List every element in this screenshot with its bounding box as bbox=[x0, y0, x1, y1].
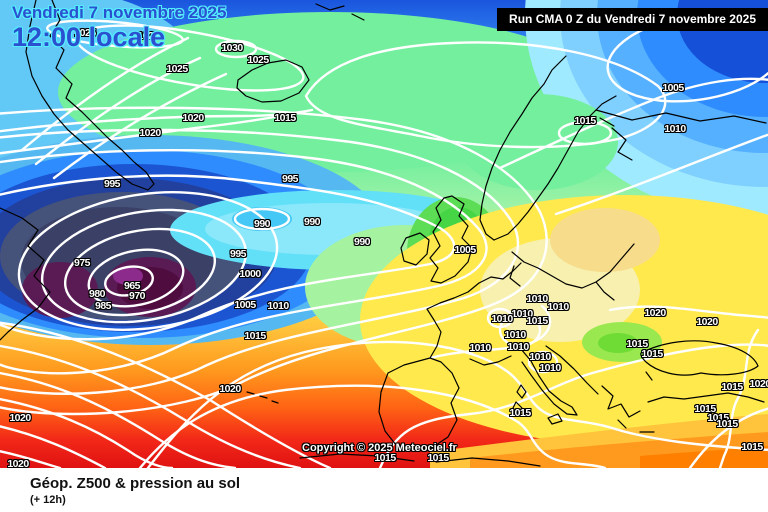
pressure-label: 995 bbox=[103, 178, 121, 190]
pressure-label: 1020 bbox=[696, 316, 718, 328]
run-info-banner: Run CMA 0 Z du Vendredi 7 novembre 2025 bbox=[497, 8, 768, 31]
pressure-label: 1015 bbox=[716, 418, 738, 430]
pressure-label: 1010 bbox=[539, 362, 561, 374]
pressure-label: 1010 bbox=[491, 313, 513, 325]
pressure-label: 1015 bbox=[721, 381, 743, 393]
map-caption: Géop. Z500 & pression au sol (+ 12h) bbox=[30, 475, 240, 506]
pressure-label: 1025 bbox=[74, 27, 96, 39]
map-canvas: 1025 1025 1030 1025 1025 1020 1020 1015 1015 1005… bbox=[0, 0, 768, 468]
pressure-label: 965 bbox=[123, 280, 141, 292]
pressure-label: 990 bbox=[253, 218, 271, 230]
pressure-label: 1010 bbox=[511, 308, 533, 320]
pressure-label: 1010 bbox=[267, 300, 289, 312]
pressure-label: 1015 bbox=[626, 338, 648, 350]
pressure-label: 975 bbox=[73, 257, 91, 269]
pressure-label: 985 bbox=[94, 300, 112, 312]
pressure-label: 995 bbox=[281, 173, 299, 185]
pressure-label: 1010 bbox=[547, 301, 569, 313]
pressure-label: 1015 bbox=[274, 112, 296, 124]
pressure-label: 1015 bbox=[374, 452, 396, 464]
pressure-label: 970 bbox=[128, 290, 146, 302]
date-line2: 12:00 locale bbox=[12, 21, 166, 52]
pressure-label: 1015 bbox=[641, 348, 663, 360]
pressure-label: 990 bbox=[353, 236, 371, 248]
pressure-label: 1015 bbox=[741, 441, 763, 453]
pressure-label: 1030 bbox=[221, 42, 243, 54]
pressure-label: 1010 bbox=[469, 342, 491, 354]
pressure-label: 1015 bbox=[707, 412, 729, 424]
pressure-label: 980 bbox=[88, 288, 106, 300]
map-title: Géop. Z500 & pression au sol bbox=[30, 475, 241, 492]
copyright-notice: Copyright © 2025 Meteociel.fr bbox=[302, 442, 457, 454]
pressure-label: 1000 bbox=[239, 268, 261, 280]
pressure-label: 1020 bbox=[139, 127, 161, 139]
pressure-labels-layer: 1025 1025 1030 1025 1025 1020 1020 1015 1015 1005… bbox=[7, 27, 768, 468]
coastlines bbox=[0, 0, 767, 467]
pressure-label: 1010 bbox=[526, 293, 548, 305]
isobars bbox=[0, 13, 768, 468]
pressure-label: 1020 bbox=[182, 112, 204, 124]
pressure-label: 1010 bbox=[504, 329, 526, 341]
pressure-label: 1015 bbox=[509, 407, 531, 419]
pressure-label: 1010 bbox=[507, 341, 529, 353]
pressure-label: 1020 bbox=[9, 412, 31, 424]
pressure-label: 1025 bbox=[137, 30, 159, 42]
pressure-label: 1015 bbox=[694, 403, 716, 415]
pressure-label: 1020 bbox=[219, 383, 241, 395]
pressure-label: 1015 bbox=[244, 330, 266, 342]
forecast-hour: (+ 12h) bbox=[30, 494, 66, 506]
pressure-label: 1015 bbox=[427, 452, 449, 464]
date-stamp: Vendredi 7 novembre 2025 12:00 locale bbox=[12, 3, 227, 52]
pressure-label: 1015 bbox=[574, 115, 596, 127]
pressure-label: 1010 bbox=[664, 123, 686, 135]
date-line1: Vendredi 7 novembre 2025 bbox=[12, 3, 227, 22]
pressure-label: 995 bbox=[229, 248, 247, 260]
pressure-label: 1025 bbox=[247, 54, 269, 66]
pressure-label: 1020 bbox=[7, 458, 29, 468]
pressure-label: 1010 bbox=[529, 351, 551, 363]
pressure-label: 1020 bbox=[749, 378, 768, 390]
pressure-label: 1020 bbox=[644, 307, 666, 319]
pressure-label: 1015 bbox=[526, 315, 548, 327]
pressure-label: 1005 bbox=[234, 299, 256, 311]
pressure-label: 1005 bbox=[454, 244, 476, 256]
pressure-label: 1005 bbox=[662, 82, 684, 94]
pressure-label: 1025 bbox=[166, 63, 188, 75]
footer-bar: Géop. Z500 & pression au sol (+ 12h) 492… bbox=[0, 468, 768, 512]
pressure-label: 990 bbox=[303, 216, 321, 228]
